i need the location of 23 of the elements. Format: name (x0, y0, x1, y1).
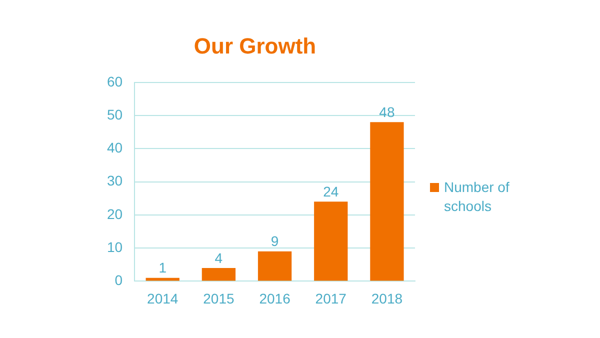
legend-label: Number of schools (444, 178, 510, 216)
data-label: 9 (270, 233, 279, 250)
data-label: 1 (158, 260, 167, 276)
y-tick-label: 40 (106, 140, 123, 156)
x-tick-label: 2015 (203, 290, 234, 306)
x-tick-label: 2014 (147, 290, 178, 306)
data-label: 24 (323, 184, 339, 200)
bar (314, 202, 348, 281)
x-tick-label: 2017 (315, 290, 347, 306)
x-tick-label: 2018 (371, 290, 403, 306)
data-label: 48 (379, 104, 395, 120)
y-tick-label: 50 (106, 106, 123, 122)
y-tick-label: 0 (114, 272, 123, 288)
x-tick-label: 2016 (259, 290, 291, 306)
y-tick-label: 30 (106, 172, 123, 189)
bar (370, 122, 404, 281)
bar (258, 251, 292, 281)
y-tick-label: 20 (106, 206, 123, 222)
chart-title: Our Growth (194, 33, 316, 58)
data-label: 4 (214, 250, 223, 266)
bar (202, 268, 236, 281)
y-tick-label: 60 (106, 73, 123, 90)
y-tick-label: 10 (106, 238, 123, 255)
